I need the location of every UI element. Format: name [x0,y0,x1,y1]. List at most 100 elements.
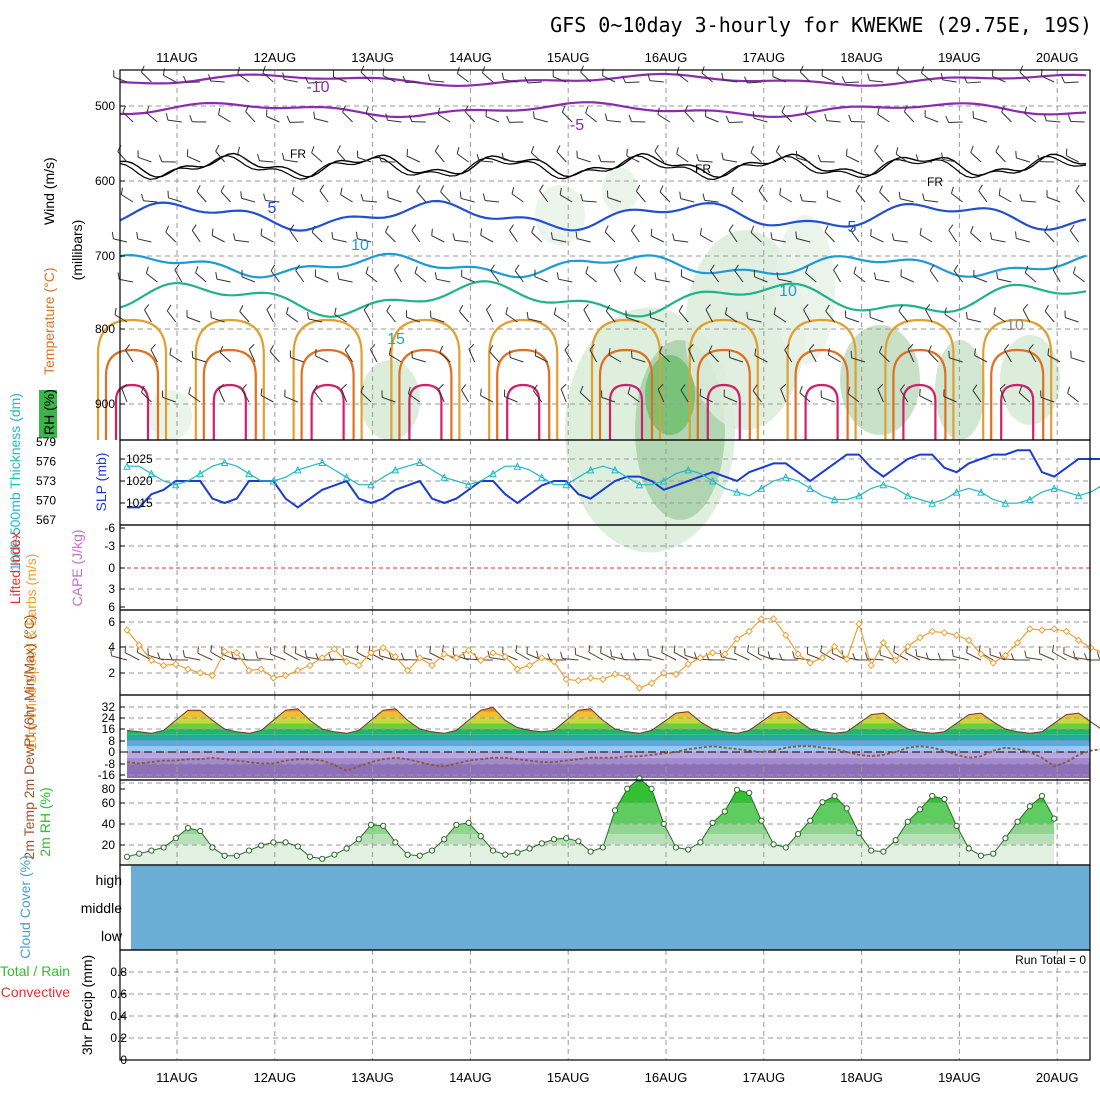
wind-barb [635,190,646,203]
thickness-point [903,491,912,500]
wind-barb-flag [799,194,803,202]
wind-barb [676,73,689,83]
wind-barb-flag [937,652,942,660]
wind-barb-flag [208,74,212,82]
wind-barb [1070,120,1085,123]
wind-barb-flag [792,651,795,659]
wind-barb-flag [427,73,431,81]
wind-barb [485,116,500,123]
wind-barb [1018,392,1031,403]
wind-barb [577,157,591,163]
rh-shading [775,215,835,365]
wind-barb-flag [710,264,715,271]
rh2m-point [172,835,179,842]
wind-barb [363,200,378,203]
wind-barb-flag [304,650,307,658]
wind-barb [265,200,280,203]
rh2m-point [392,839,399,846]
slp-line [127,449,1100,509]
wind-barb-flag [630,224,636,231]
rh-shading [1000,335,1060,425]
wind-barb [195,272,207,283]
wind-barb [168,197,182,203]
wind-barb-flag [407,386,411,394]
y-tick-label: 500 [95,99,115,113]
wind-barb [1064,81,1079,84]
wind-barb [480,395,494,403]
wind-barb-flag [781,105,786,113]
wind-barb [389,354,402,363]
wind-barb-flag [724,307,728,315]
wind-barb [752,390,762,403]
wind-barb-flag [725,115,730,123]
wind-barb [929,270,939,283]
rh2m-point [929,792,936,800]
wind-barb-flag [559,187,562,195]
wind-barb [387,197,402,203]
wind10m-point [513,665,522,673]
slp-tick-label: 1020 [126,474,153,488]
wind-barb [283,651,299,661]
wind10m-point [1074,636,1083,644]
wind-barb-flag [560,383,567,390]
thickness-point [757,484,766,492]
wind-barb-flag [434,272,437,280]
wind-barb-flag [922,193,925,201]
wind-barb [534,117,548,123]
wind-barb [117,151,128,163]
diurnal-isotherm [96,318,168,440]
wind-barb [411,230,421,243]
wind-barb [918,160,933,163]
thickness-point [806,484,815,492]
wind-barb [146,112,158,123]
rh-color-band [127,823,1055,835]
rh2m-point [660,820,667,827]
wind10m-point [306,661,314,670]
diurnal-isotherm [598,348,654,440]
wind-barb [777,278,792,283]
wind-barb-flag [864,652,868,660]
wind-barb [879,191,890,203]
wind10m-point [440,650,448,658]
thickness-point [171,480,180,489]
wind-barb-flag [915,648,918,657]
wind-barb [580,71,591,83]
wind10m-point [794,650,802,658]
wind-barb-flag [556,272,559,280]
wind-barb-flag [438,383,444,390]
wind10m-point [757,615,766,623]
wind-barb-flag [182,650,185,658]
wind-barb [534,276,548,283]
wind-barb-flag [547,653,551,661]
wind-barb [895,153,909,163]
wind-barb [146,273,158,283]
wind-barb-flag [285,306,289,314]
wind-barb-flag [344,344,350,351]
wind-barb [122,111,134,123]
top-date-label: 15AUG [547,50,590,65]
wind-barb [625,81,640,84]
wind-barb [188,393,201,403]
wind-barb-flag [342,105,346,113]
wind-barb [438,389,445,403]
diurnal-isotherm [310,383,345,440]
wind-barb-flag [879,185,883,193]
wind-barb [1001,111,1012,123]
wind-barb-flag [480,228,483,236]
wind-barb [511,193,524,203]
wind10m-label: 10m Wind Speed & Barbs (m/s) [23,554,39,751]
wind-barb-flag [486,304,492,310]
wind-barb-flag [1024,650,1027,658]
rh2m-point [611,807,619,814]
wind-barb-flag [536,650,539,658]
rh2m-point [794,831,802,838]
bottom-date-label: 15AUG [547,1070,590,1085]
wind-barb [900,389,909,403]
wind10m-point [147,656,156,665]
wind-barb [220,191,231,203]
wind-barb [342,111,353,123]
thickness-point [1001,499,1010,507]
wind-barb [211,317,225,323]
temp-color-band [127,723,1090,729]
wind-barb-flag [978,184,983,191]
